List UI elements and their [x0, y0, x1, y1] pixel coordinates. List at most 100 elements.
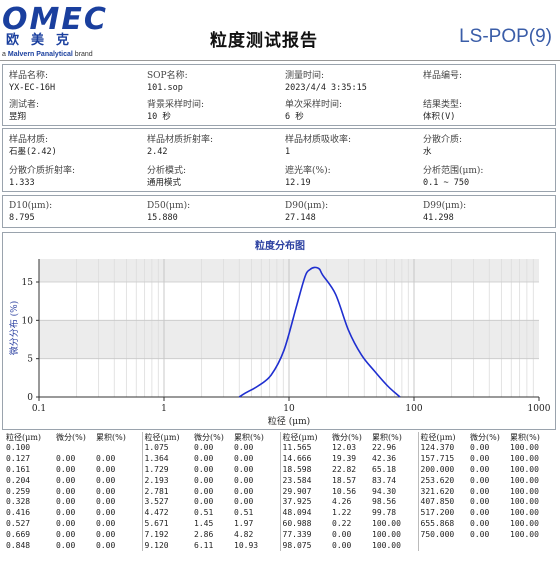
- size-cell: 750.000: [417, 529, 468, 541]
- size-cell: 0.204: [6, 475, 31, 485]
- cum-cell: 98.56: [372, 497, 397, 507]
- y-tick-label: 5: [27, 355, 33, 365]
- size-cell: 253.620: [417, 475, 468, 487]
- x-axis-label: 粒径 (μm): [268, 415, 310, 427]
- y-tick-label: 15: [22, 278, 34, 288]
- single-time-value: 6 秒: [285, 112, 304, 122]
- size-cell: 14.666: [279, 453, 330, 465]
- cum-cell: 0.00: [234, 454, 254, 464]
- diff-cell: 0.00: [56, 518, 76, 528]
- col-header-diff: 微分(%): [332, 433, 362, 442]
- size-cell: 0.259: [6, 486, 31, 496]
- cum-cell: 83.74: [372, 475, 397, 485]
- cum-cell: 0.00: [96, 529, 116, 539]
- sample-name-label: 样品名称:: [9, 71, 49, 81]
- diff-cell: 0.00: [470, 464, 490, 474]
- absorb-label: 样品材质吸收率:: [285, 135, 352, 145]
- diff-cell: 0.00: [470, 529, 490, 539]
- cum-cell: 0.00: [234, 464, 254, 474]
- diff-cell: 0.51: [194, 508, 214, 518]
- size-cell: 23.584: [279, 475, 330, 487]
- diff-cell: 0.00: [332, 529, 352, 539]
- d90-value: 27.148: [285, 213, 316, 223]
- y-tick-label: 0: [27, 393, 33, 403]
- obscuration-label: 遮光率(%):: [285, 166, 331, 176]
- size-cell: 200.000: [417, 464, 468, 476]
- material-value: 石墨(2.42): [9, 147, 57, 157]
- size-cell: 0.669: [6, 529, 31, 539]
- sop-label: SOP名称:: [147, 71, 188, 81]
- size-cell: 407.850: [417, 496, 468, 508]
- x-tick-label: 100: [405, 404, 422, 414]
- table-row: 0.527 0.00 0.00 5.671 1.45 1.97 60.988 0.22 100.…: [4, 518, 556, 530]
- cum-cell: 100.00: [372, 529, 401, 539]
- logo-brand-line: a Malvern Panalytical brand: [2, 50, 122, 60]
- size-cell: 98.075: [279, 540, 330, 551]
- diff-cell: 19.39: [332, 454, 357, 464]
- omec-logo: OMEC 欧美克 a Malvern Panalytical brand: [2, 5, 122, 62]
- col-header-cum: 累积(%): [372, 433, 402, 442]
- cum-cell: 10.93: [234, 540, 259, 550]
- col-header-diff: 微分(%): [56, 433, 86, 442]
- col-header-cum: 累积(%): [96, 433, 126, 442]
- col-header-size: 粒径(μm): [417, 432, 468, 443]
- diff-cell: 1.22: [332, 508, 352, 518]
- medium-refr-label: 分散介质折射率:: [9, 166, 76, 176]
- cum-cell: 100.00: [510, 518, 539, 528]
- report-code: LS-POP(9): [459, 26, 552, 47]
- x-tick-label: 0.1: [32, 404, 46, 414]
- table-row: 0.259 0.00 0.00 2.781 0.00 0.00 29.907 10.56 94.…: [4, 486, 556, 497]
- table-row: 0.204 0.00 0.00 2.193 0.00 0.00 23.584 18.57 83.…: [4, 475, 556, 487]
- col-header-size: 粒径(μm): [6, 433, 42, 442]
- col-header-size: 粒径(μm): [279, 432, 330, 443]
- table-row: 0.416 0.00 0.00 4.472 0.51 0.51 48.094 1.22 99.7…: [4, 507, 556, 519]
- cum-cell: 99.78: [372, 508, 397, 518]
- medium-refr-value: 1.333: [9, 178, 35, 188]
- cum-cell: [94, 443, 142, 454]
- chart-title: 粒度分布图: [255, 241, 305, 252]
- size-cell: 18.598: [279, 464, 330, 476]
- sop-value: 101.sop: [147, 83, 183, 93]
- size-cell: 0.416: [6, 508, 31, 518]
- cum-cell: 0.00: [96, 540, 116, 550]
- diff-cell: 0.00: [194, 464, 214, 474]
- size-cell: 0.527: [6, 518, 31, 528]
- bg-time-label: 背景采样时间:: [147, 100, 205, 110]
- size-cell: 2.193: [141, 475, 192, 487]
- cum-cell: 94.30: [372, 486, 397, 496]
- y-axis-label: 微分分布 (%): [8, 301, 20, 355]
- diff-cell: 0.00: [56, 497, 76, 507]
- distribution-table: 粒径(μm) 微分(%) 累积(%) 粒径(μm) 微分(%) 累积(%) 粒径…: [4, 432, 556, 551]
- logo-brand-prefix: a: [2, 51, 6, 58]
- y-tick-label: 10: [22, 316, 34, 326]
- diff-cell: 0.00: [56, 475, 76, 485]
- diff-cell: 0.00: [194, 497, 214, 507]
- d-values-box: D10(μm): 8.795 D50(μm): 15.880 D90(μm): …: [2, 195, 556, 228]
- size-cell: 157.715: [417, 453, 468, 465]
- col-header-diff: 微分(%): [194, 433, 224, 442]
- result-type-value: 体积(V): [423, 112, 456, 122]
- size-cell: 9.120: [141, 540, 192, 551]
- diff-cell: 0.00: [194, 475, 214, 485]
- cum-cell: 0.00: [234, 497, 254, 507]
- cum-cell: 100.00: [510, 475, 539, 485]
- diff-cell: 18.57: [332, 475, 357, 485]
- obscuration-value: 12.19: [285, 178, 311, 188]
- size-cell: 37.925: [279, 496, 330, 508]
- table-row: 0.100 1.075 0.00 0.00 11.565 12.03 22.96 124.37…: [4, 443, 556, 454]
- size-cell: 1.364: [141, 453, 192, 465]
- size-cell: 655.868: [417, 518, 468, 530]
- diff-cell: 0.22: [332, 518, 352, 528]
- diff-cell: 4.26: [332, 497, 352, 507]
- cum-cell: 100.00: [510, 443, 539, 453]
- diff-cell: 0.00: [470, 475, 490, 485]
- table-row: 0.161 0.00 0.00 1.729 0.00 0.00 18.598 22.82 65.…: [4, 464, 556, 476]
- report-title: 粒度测试报告: [210, 31, 318, 51]
- diff-cell: 0.00: [470, 518, 490, 528]
- diff-cell: 10.56: [332, 486, 357, 496]
- cum-cell: 100.00: [510, 464, 539, 474]
- cum-cell: 42.36: [372, 454, 397, 464]
- cum-cell: 0.00: [96, 486, 116, 496]
- size-cell: 60.988: [279, 518, 330, 530]
- size-cell: 7.192: [141, 529, 192, 541]
